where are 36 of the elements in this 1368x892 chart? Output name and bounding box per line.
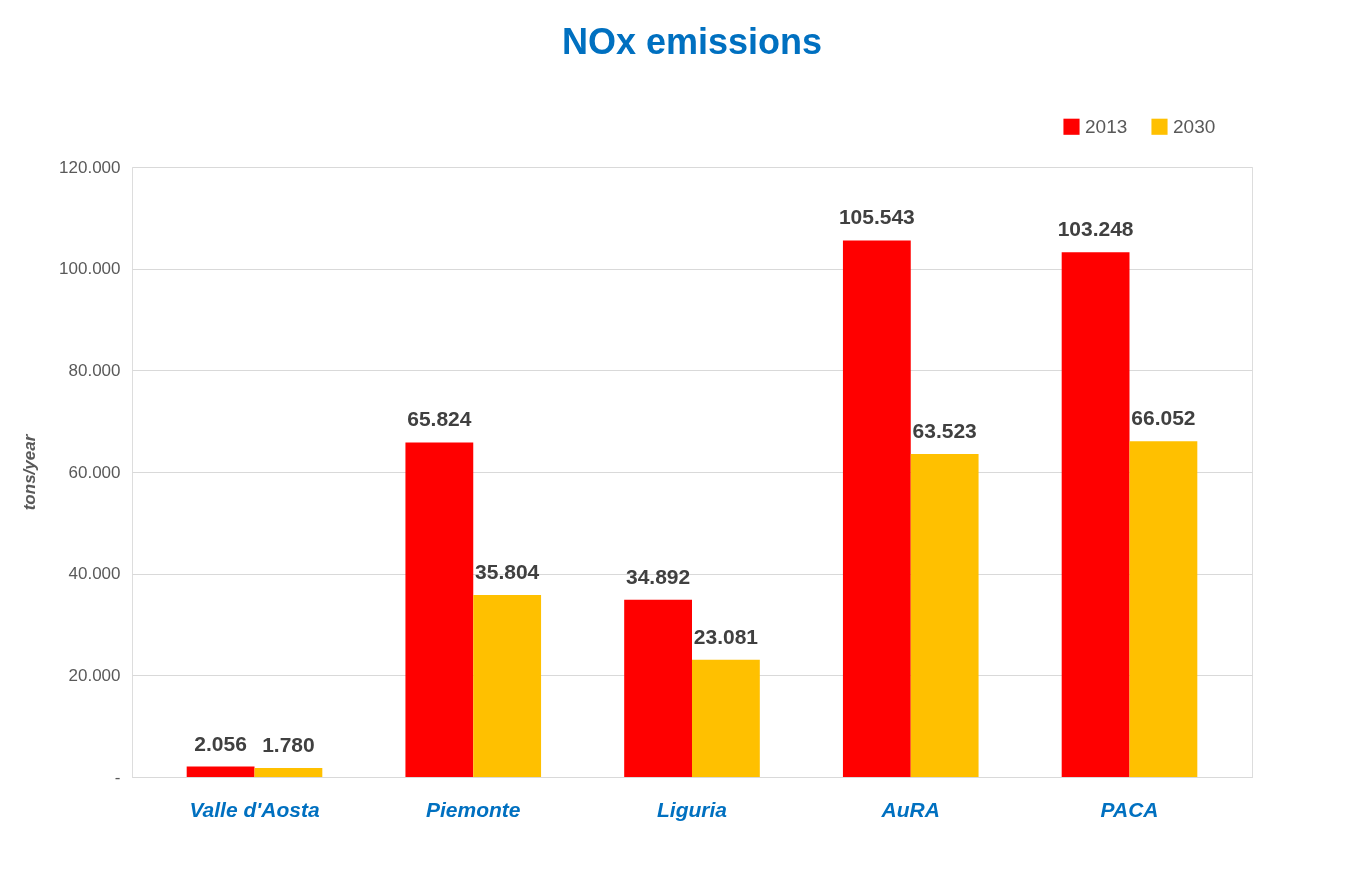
y-tick-label: -	[114, 767, 121, 787]
data-label: 35.804	[475, 560, 540, 583]
bar	[692, 659, 760, 777]
data-label: 103.248	[1057, 217, 1134, 241]
x-tick-label: Piemonte	[425, 797, 521, 821]
data-label: 66.052	[1131, 406, 1196, 430]
bar	[405, 442, 474, 777]
bar	[842, 240, 911, 777]
data-label: 105.543	[838, 205, 915, 229]
bar	[910, 454, 979, 777]
bar	[473, 595, 542, 777]
legend-label: 2013	[1085, 115, 1128, 137]
y-axis-title: tons/year	[20, 433, 40, 511]
data-label: 1.780	[262, 732, 315, 756]
y-tick-label: 60.000	[68, 462, 121, 482]
y-tick-label: 100.000	[59, 259, 121, 279]
bar	[1129, 441, 1198, 777]
data-label: 65.824	[407, 407, 472, 431]
bar	[254, 767, 323, 777]
data-label: 63.523	[912, 419, 977, 443]
y-tick-label: 40.000	[68, 564, 121, 584]
chart-title: NOx emissions	[561, 21, 823, 62]
data-label: 23.081	[693, 624, 759, 648]
data-label: 34.892	[625, 564, 691, 588]
x-tick-label: AuRA	[880, 797, 940, 821]
x-tick-label: PACA	[1100, 797, 1159, 821]
x-tick-label: Liguria	[656, 797, 728, 821]
data-label: 2.056	[194, 731, 247, 755]
y-tick-label: 120.000	[59, 157, 121, 177]
y-tick-label: 80.000	[68, 360, 121, 380]
legend-label: 2030	[1173, 115, 1216, 137]
bar	[624, 599, 692, 777]
bar	[1061, 252, 1130, 777]
bar	[186, 766, 255, 777]
y-tick-label: 20.000	[68, 665, 121, 685]
x-tick-label: Valle d'Aosta	[189, 797, 320, 821]
